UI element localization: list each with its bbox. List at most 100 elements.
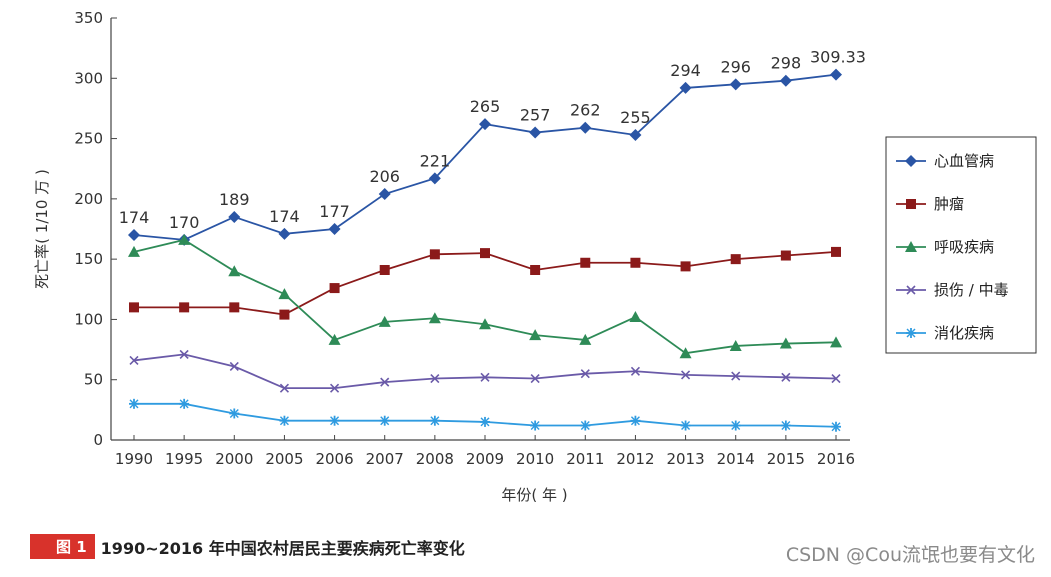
data-point bbox=[831, 421, 841, 432]
data-point bbox=[480, 248, 490, 259]
data-point bbox=[529, 329, 542, 341]
x-tick-label: 2009 bbox=[466, 450, 504, 468]
data-point bbox=[781, 372, 791, 382]
data-point bbox=[228, 265, 241, 277]
data-point bbox=[129, 355, 139, 365]
data-point bbox=[830, 336, 842, 348]
data-point bbox=[378, 188, 391, 201]
x-tick-label: 2015 bbox=[767, 450, 805, 468]
x-tick-label: 2007 bbox=[366, 450, 404, 468]
x-tick-label: 2010 bbox=[516, 450, 554, 468]
data-point bbox=[428, 172, 441, 185]
data-point bbox=[729, 339, 742, 351]
data-point bbox=[479, 318, 491, 330]
legend-marker bbox=[906, 199, 916, 209]
data-point bbox=[379, 415, 390, 426]
data-point bbox=[831, 246, 841, 257]
y-tick-label: 150 bbox=[74, 250, 103, 268]
data-label: 257 bbox=[520, 106, 551, 125]
x-tick-label: 1990 bbox=[115, 450, 153, 468]
data-point bbox=[429, 415, 440, 426]
data-point bbox=[328, 223, 341, 235]
legend-item: 肿瘤 bbox=[896, 195, 964, 213]
data-point bbox=[831, 373, 841, 384]
data-point bbox=[229, 302, 240, 313]
data-point bbox=[229, 361, 239, 372]
series-4 bbox=[129, 398, 841, 432]
data-label: 177 bbox=[319, 202, 350, 221]
data-point bbox=[529, 126, 542, 139]
series-line bbox=[133, 353, 837, 390]
series-1 bbox=[129, 246, 841, 320]
series-3 bbox=[129, 349, 841, 393]
y-tick-label: 0 bbox=[93, 431, 103, 449]
data-point bbox=[530, 373, 540, 384]
watermark: CSDN @Cou流氓也要有文化 bbox=[785, 544, 1035, 566]
y-tick-label: 350 bbox=[74, 9, 103, 27]
x-tick-label: 2013 bbox=[666, 450, 704, 468]
figure-caption-text: 1990~2016 年中国农村居民主要疾病死亡率变化 bbox=[100, 538, 465, 558]
legend-marker bbox=[905, 155, 917, 167]
legend-item: 呼吸疾病 bbox=[896, 238, 994, 256]
data-point bbox=[730, 420, 741, 431]
data-point bbox=[278, 288, 291, 300]
x-tick-label: 2008 bbox=[416, 450, 454, 468]
y-tick-label: 50 bbox=[84, 371, 103, 389]
data-point bbox=[779, 337, 792, 349]
data-point bbox=[780, 420, 791, 431]
data-label: 265 bbox=[470, 97, 501, 116]
legend-item: 心血管病 bbox=[896, 152, 994, 170]
legend-marker bbox=[906, 328, 916, 338]
legend-label: 心血管病 bbox=[934, 152, 994, 170]
legend-marker bbox=[905, 241, 917, 252]
y-axis-title: 死亡率( 1/10 万 ) bbox=[33, 169, 51, 289]
series-line bbox=[134, 251, 837, 316]
data-label: 296 bbox=[720, 57, 751, 76]
data-point bbox=[179, 302, 190, 313]
legend-label: 呼吸疾病 bbox=[934, 238, 994, 256]
data-point bbox=[279, 415, 290, 426]
data-point bbox=[579, 333, 592, 345]
data-point bbox=[480, 416, 490, 427]
data-point bbox=[830, 68, 842, 81]
data-point bbox=[630, 257, 641, 268]
data-point bbox=[128, 245, 140, 257]
legend-label: 肿瘤 bbox=[934, 195, 964, 213]
data-point bbox=[129, 398, 139, 409]
legend-label: 消化疾病 bbox=[934, 324, 994, 342]
data-label: 189 bbox=[219, 190, 250, 209]
data-point bbox=[328, 333, 341, 345]
series-2 bbox=[128, 233, 842, 359]
data-point bbox=[430, 373, 440, 384]
legend-item: 损伤 / 中毒 bbox=[896, 281, 1009, 299]
data-point bbox=[580, 257, 591, 268]
x-tick-label: 2011 bbox=[566, 450, 604, 468]
data-point bbox=[630, 366, 640, 376]
data-point bbox=[128, 229, 140, 242]
data-point bbox=[580, 369, 590, 379]
series-0: 174 170 189 174 177 206 221 265 257 262 255 294 296 2… bbox=[119, 48, 866, 246]
data-point bbox=[378, 315, 391, 327]
data-point bbox=[680, 261, 691, 272]
y-tick-label: 250 bbox=[74, 130, 103, 148]
legend-marker bbox=[906, 285, 916, 295]
data-point bbox=[380, 377, 390, 387]
series-layer: 174 170 189 174 177 206 221 265 257 262 255 294 296 2… bbox=[119, 48, 866, 432]
data-label: 294 bbox=[670, 61, 701, 80]
data-point bbox=[579, 121, 592, 134]
data-point bbox=[679, 347, 692, 359]
data-point bbox=[429, 249, 440, 260]
data-point bbox=[229, 408, 240, 419]
data-point bbox=[679, 81, 692, 94]
data-label: 255 bbox=[620, 108, 651, 127]
legend-item: 消化疾病 bbox=[896, 324, 994, 342]
data-point bbox=[530, 420, 541, 431]
data-point bbox=[279, 309, 290, 320]
figure-caption: 图 1 1990~2016 年中国农村居民主要疾病死亡率变化 bbox=[30, 534, 465, 559]
x-tick-label: 2005 bbox=[265, 450, 303, 468]
data-point bbox=[629, 311, 642, 323]
data-point bbox=[680, 420, 691, 431]
data-label: 174 bbox=[119, 208, 150, 227]
data-label: 262 bbox=[570, 101, 601, 120]
